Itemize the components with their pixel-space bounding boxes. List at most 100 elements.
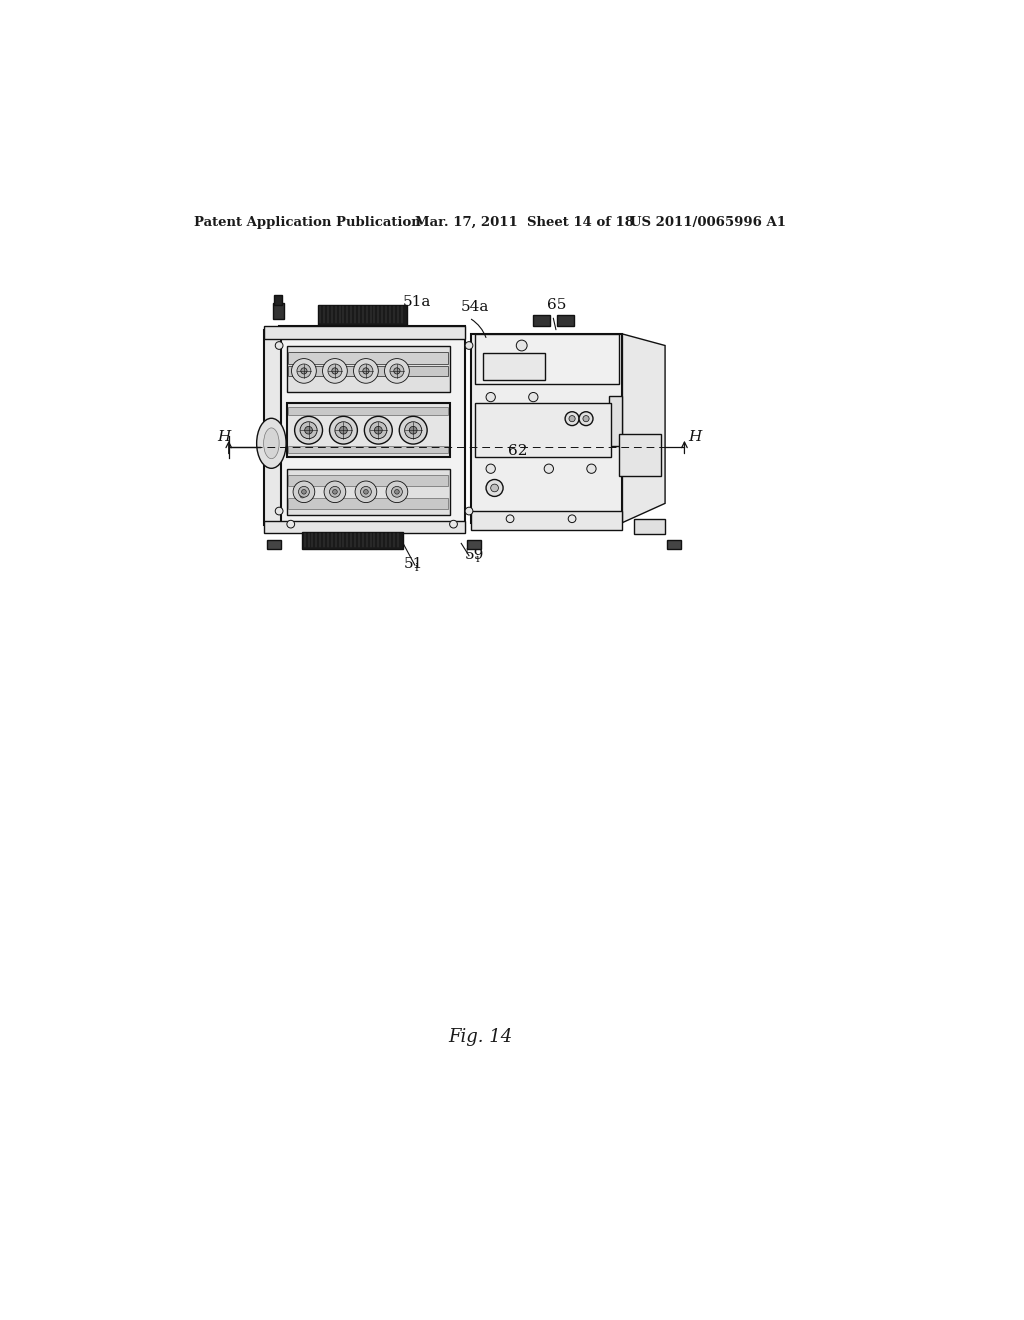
Bar bbox=[287, 346, 450, 392]
Bar bbox=[263, 326, 465, 339]
Bar bbox=[266, 540, 281, 549]
Circle shape bbox=[465, 342, 473, 350]
Circle shape bbox=[583, 416, 589, 422]
Bar bbox=[608, 396, 623, 446]
Text: H: H bbox=[217, 430, 230, 444]
Bar bbox=[475, 404, 611, 457]
Circle shape bbox=[275, 507, 283, 515]
Circle shape bbox=[486, 479, 503, 496]
Text: 51: 51 bbox=[403, 557, 423, 572]
Circle shape bbox=[399, 416, 427, 444]
Circle shape bbox=[359, 364, 373, 378]
Circle shape bbox=[486, 392, 496, 401]
Ellipse shape bbox=[257, 418, 286, 469]
Bar bbox=[273, 304, 284, 318]
Circle shape bbox=[579, 412, 593, 425]
Bar bbox=[289, 446, 449, 453]
Circle shape bbox=[324, 480, 346, 503]
Text: 54a: 54a bbox=[461, 300, 489, 314]
Circle shape bbox=[305, 426, 312, 434]
Bar bbox=[471, 334, 623, 523]
Text: 65: 65 bbox=[547, 297, 566, 312]
Circle shape bbox=[587, 465, 596, 474]
Circle shape bbox=[391, 487, 402, 498]
Circle shape bbox=[506, 515, 514, 523]
Bar bbox=[317, 305, 407, 325]
Bar bbox=[618, 434, 662, 477]
Bar bbox=[634, 519, 665, 535]
Circle shape bbox=[360, 487, 372, 498]
Bar bbox=[287, 404, 450, 457]
Circle shape bbox=[516, 341, 527, 351]
Circle shape bbox=[275, 342, 283, 350]
Circle shape bbox=[293, 480, 314, 503]
Circle shape bbox=[486, 465, 496, 474]
Bar bbox=[471, 511, 623, 531]
Bar bbox=[287, 469, 450, 515]
Text: 51a: 51a bbox=[403, 296, 431, 309]
Circle shape bbox=[394, 490, 399, 494]
Circle shape bbox=[292, 359, 316, 383]
Circle shape bbox=[450, 520, 458, 528]
Circle shape bbox=[340, 426, 347, 434]
Bar bbox=[289, 475, 449, 486]
Circle shape bbox=[287, 520, 295, 528]
Circle shape bbox=[297, 364, 311, 378]
Bar bbox=[263, 521, 465, 533]
Circle shape bbox=[386, 480, 408, 503]
Text: i: i bbox=[415, 564, 419, 573]
Bar bbox=[263, 330, 281, 525]
Bar bbox=[289, 407, 449, 414]
Bar bbox=[289, 498, 449, 508]
Circle shape bbox=[330, 487, 340, 498]
Ellipse shape bbox=[263, 428, 280, 459]
Circle shape bbox=[385, 359, 410, 383]
Circle shape bbox=[300, 421, 317, 438]
Text: i: i bbox=[476, 554, 479, 564]
Circle shape bbox=[335, 421, 352, 438]
Circle shape bbox=[490, 484, 499, 492]
Circle shape bbox=[375, 426, 382, 434]
Circle shape bbox=[544, 465, 554, 474]
Bar bbox=[302, 532, 403, 549]
Polygon shape bbox=[623, 334, 665, 523]
Bar bbox=[467, 540, 480, 549]
Circle shape bbox=[301, 368, 307, 374]
Text: Patent Application Publication: Patent Application Publication bbox=[194, 216, 421, 230]
Circle shape bbox=[299, 487, 309, 498]
Text: H: H bbox=[688, 430, 701, 444]
Circle shape bbox=[330, 416, 357, 444]
Circle shape bbox=[410, 426, 417, 434]
Bar bbox=[534, 314, 550, 326]
Bar bbox=[667, 540, 681, 549]
Bar bbox=[289, 366, 449, 376]
Circle shape bbox=[300, 494, 305, 498]
Circle shape bbox=[353, 359, 378, 383]
Text: US 2011/0065996 A1: US 2011/0065996 A1 bbox=[630, 216, 786, 230]
Text: Fig. 14: Fig. 14 bbox=[449, 1028, 513, 1047]
Bar bbox=[475, 334, 618, 384]
Circle shape bbox=[332, 368, 338, 374]
Bar bbox=[274, 296, 283, 305]
Circle shape bbox=[390, 364, 403, 378]
Bar bbox=[280, 326, 465, 531]
Circle shape bbox=[333, 490, 337, 494]
Bar bbox=[289, 351, 449, 364]
Circle shape bbox=[568, 515, 575, 523]
Text: 62: 62 bbox=[508, 444, 527, 458]
Circle shape bbox=[370, 421, 387, 438]
Circle shape bbox=[364, 490, 369, 494]
Bar bbox=[483, 354, 545, 380]
Circle shape bbox=[365, 416, 392, 444]
Circle shape bbox=[297, 490, 308, 502]
Circle shape bbox=[362, 368, 369, 374]
Text: Mar. 17, 2011  Sheet 14 of 18: Mar. 17, 2011 Sheet 14 of 18 bbox=[415, 216, 634, 230]
Circle shape bbox=[394, 368, 400, 374]
Circle shape bbox=[295, 416, 323, 444]
Circle shape bbox=[404, 421, 422, 438]
Circle shape bbox=[565, 412, 579, 425]
Circle shape bbox=[465, 507, 473, 515]
Circle shape bbox=[528, 392, 538, 401]
Circle shape bbox=[323, 359, 347, 383]
Circle shape bbox=[569, 416, 575, 422]
